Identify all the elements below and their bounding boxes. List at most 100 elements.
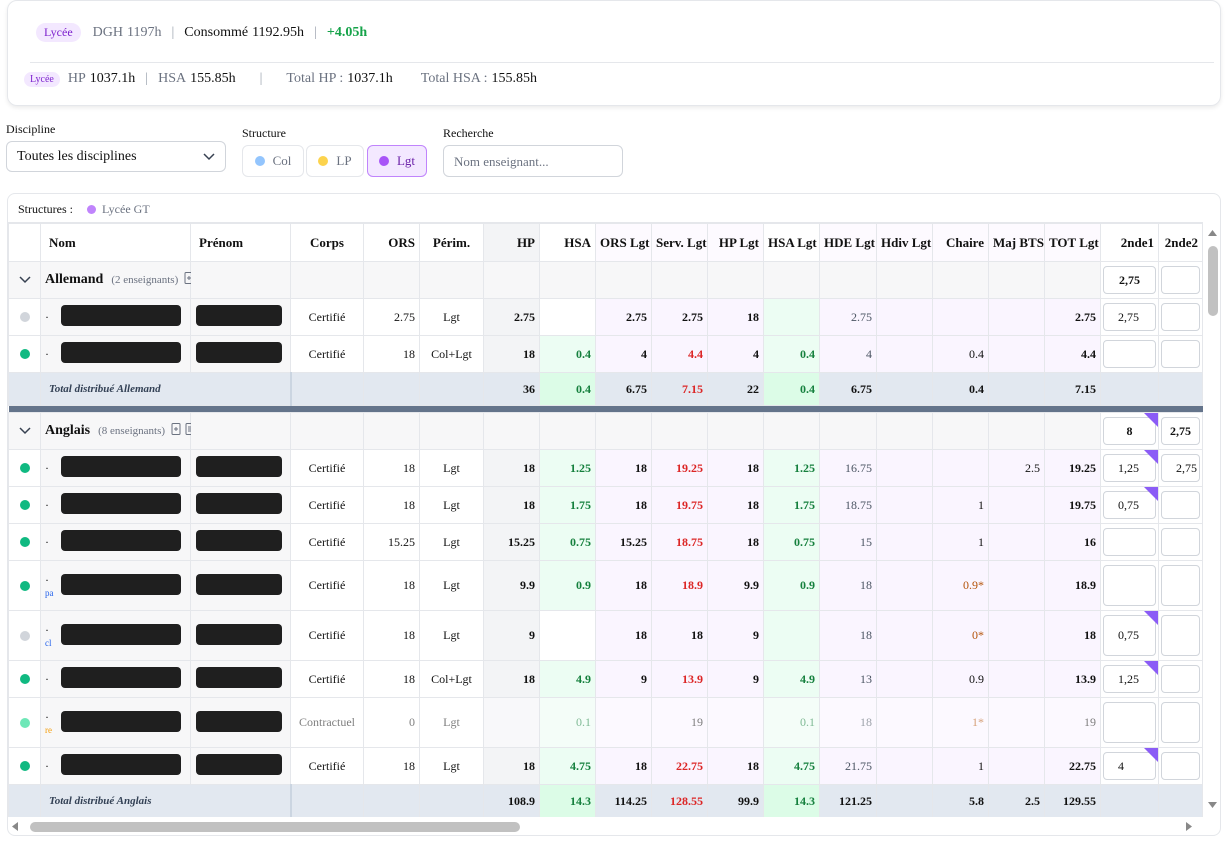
cell — [763, 298, 820, 336]
redaction — [61, 493, 181, 514]
cell: 18 — [595, 610, 652, 661]
hours-input[interactable] — [1161, 665, 1200, 693]
expand-toggle[interactable] — [8, 412, 41, 450]
cell: 4.9 — [763, 660, 820, 698]
v-scrollbar[interactable] — [1204, 224, 1221, 816]
redaction — [61, 342, 181, 363]
hours-input[interactable] — [1161, 702, 1200, 743]
cell: 18.9 — [651, 560, 708, 611]
flag — [1144, 487, 1158, 501]
hours-input[interactable] — [1161, 565, 1200, 606]
column-header: HP — [483, 223, 540, 262]
structure-chip[interactable]: LP — [306, 145, 364, 177]
cell — [707, 261, 764, 299]
group-count: (2 enseignants) — [111, 274, 179, 286]
hours-input[interactable] — [1161, 303, 1200, 331]
hours-input[interactable]: 2,75 — [1103, 303, 1156, 331]
hours-input[interactable]: 2,75 — [1161, 454, 1200, 482]
firstname-cell — [190, 523, 291, 561]
column-header: Hdiv Lgt — [876, 223, 933, 262]
cell — [539, 610, 596, 661]
cell: 18 — [707, 486, 764, 524]
cell — [290, 261, 364, 299]
hours-input[interactable] — [1103, 340, 1156, 368]
hours-input[interactable] — [1103, 702, 1156, 743]
column-header: ORS Lgt — [595, 223, 652, 262]
cell: 9.9 — [707, 560, 764, 611]
cell: 18 — [363, 660, 420, 698]
hours-input[interactable] — [1161, 752, 1200, 780]
divider — [30, 62, 1214, 63]
redaction — [196, 456, 282, 477]
flag — [1144, 748, 1158, 762]
total-cell: 128.55 — [651, 784, 708, 817]
redaction — [196, 493, 282, 514]
hours-input[interactable] — [1161, 491, 1200, 519]
status-dot — [19, 761, 30, 771]
label: Consommé — [184, 24, 249, 40]
hours-input[interactable] — [1103, 528, 1156, 556]
hours-input[interactable]: 2,75 — [1161, 417, 1200, 445]
total-cell: 6.75 — [819, 372, 877, 406]
cell — [763, 261, 820, 299]
expand-toggle[interactable] — [8, 261, 41, 299]
name: · — [45, 758, 49, 773]
cell: 1.75 — [763, 486, 820, 524]
cell — [819, 412, 877, 450]
cell — [988, 560, 1045, 611]
cell: 4 — [819, 335, 877, 373]
cell: 4 — [595, 335, 652, 373]
cell: 9 — [707, 610, 764, 661]
redaction — [61, 456, 181, 477]
table-card: Structures : Lycée GT Nom Prénom Corps ORS P… — [7, 193, 1221, 836]
input-cell — [1100, 697, 1159, 748]
hours-input[interactable] — [1161, 615, 1200, 656]
cell: 18 — [363, 747, 420, 785]
cell: 1.25 — [539, 449, 596, 487]
firstname-cell — [190, 610, 291, 661]
input-cell — [1158, 261, 1203, 299]
cell — [1158, 372, 1203, 406]
redaction — [61, 305, 181, 326]
hours-input[interactable] — [1103, 565, 1156, 606]
chip-dot — [318, 156, 329, 166]
structure-chip[interactable]: Col — [242, 145, 304, 177]
group-row: Anglais (8 enseignants) 8 2,75 — [8, 412, 1203, 450]
filter-label: Structure — [242, 126, 286, 140]
hours-input[interactable]: 2,75 — [1103, 266, 1156, 294]
structure-tag: Lycée GT — [102, 202, 150, 216]
cell — [819, 261, 877, 299]
cell: 2.75 — [595, 298, 652, 336]
input-cell — [1100, 523, 1159, 561]
redaction — [196, 667, 282, 688]
cell: 18 — [483, 335, 540, 373]
total-cell: 2.5 — [988, 784, 1045, 817]
name-cell: · re — [40, 697, 191, 748]
total-cell — [419, 784, 484, 817]
cell — [483, 697, 540, 748]
cell: 18 — [819, 697, 877, 748]
name: · — [45, 623, 49, 637]
hours-input[interactable] — [1161, 528, 1200, 556]
structure-chip[interactable]: Lgt — [367, 145, 427, 177]
cell — [539, 261, 596, 299]
teacher-row: · cl Certifié 18 Lgt 9 18 18 9 18 0* 18 0,75 — [8, 610, 1203, 661]
hours-input[interactable] — [1161, 340, 1200, 368]
cell: Certifié — [290, 486, 364, 524]
cell: 4.75 — [539, 747, 596, 785]
firstname-cell — [190, 697, 291, 748]
hours-input[interactable] — [1161, 266, 1200, 294]
cell: Lgt — [419, 523, 484, 561]
name: · — [45, 309, 49, 324]
discipline-select[interactable]: Toutes les disciplines — [6, 141, 226, 172]
total-cell — [363, 784, 420, 817]
total-cell: 36 — [483, 372, 540, 406]
h-scrollbar[interactable] — [8, 817, 1204, 836]
total-cell: 5.8 — [932, 784, 989, 817]
cell: 0.4 — [932, 335, 989, 373]
search-input[interactable]: Nom enseignant... — [443, 145, 623, 177]
input-cell: 2,75 — [1100, 298, 1159, 336]
redaction — [61, 623, 181, 645]
cell: 18 — [651, 610, 708, 661]
column-header: HDE Lgt — [819, 223, 877, 262]
